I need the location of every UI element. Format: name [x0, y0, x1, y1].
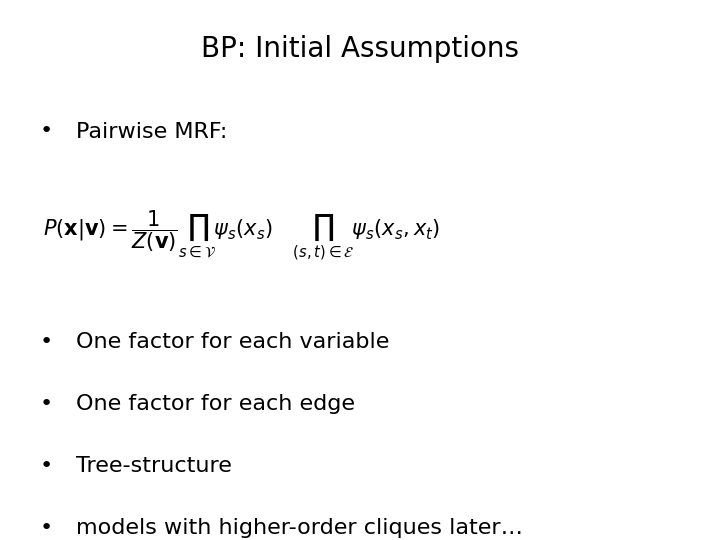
- Text: •: •: [40, 456, 53, 476]
- Text: One factor for each variable: One factor for each variable: [76, 332, 389, 352]
- Text: $P(\mathbf{x}|\mathbf{v}) = \dfrac{1}{Z(\mathbf{v})} \prod_{s \in \mathcal{V}} \: $P(\mathbf{x}|\mathbf{v}) = \dfrac{1}{Z(…: [43, 208, 441, 262]
- Text: •: •: [40, 122, 53, 141]
- Text: •: •: [40, 332, 53, 352]
- Text: Pairwise MRF:: Pairwise MRF:: [76, 122, 227, 141]
- Text: models with higher-order cliques later…: models with higher-order cliques later…: [76, 518, 523, 538]
- Text: Tree-structure: Tree-structure: [76, 456, 231, 476]
- Text: BP: Initial Assumptions: BP: Initial Assumptions: [201, 35, 519, 63]
- Text: •: •: [40, 518, 53, 538]
- Text: •: •: [40, 394, 53, 414]
- Text: One factor for each edge: One factor for each edge: [76, 394, 355, 414]
